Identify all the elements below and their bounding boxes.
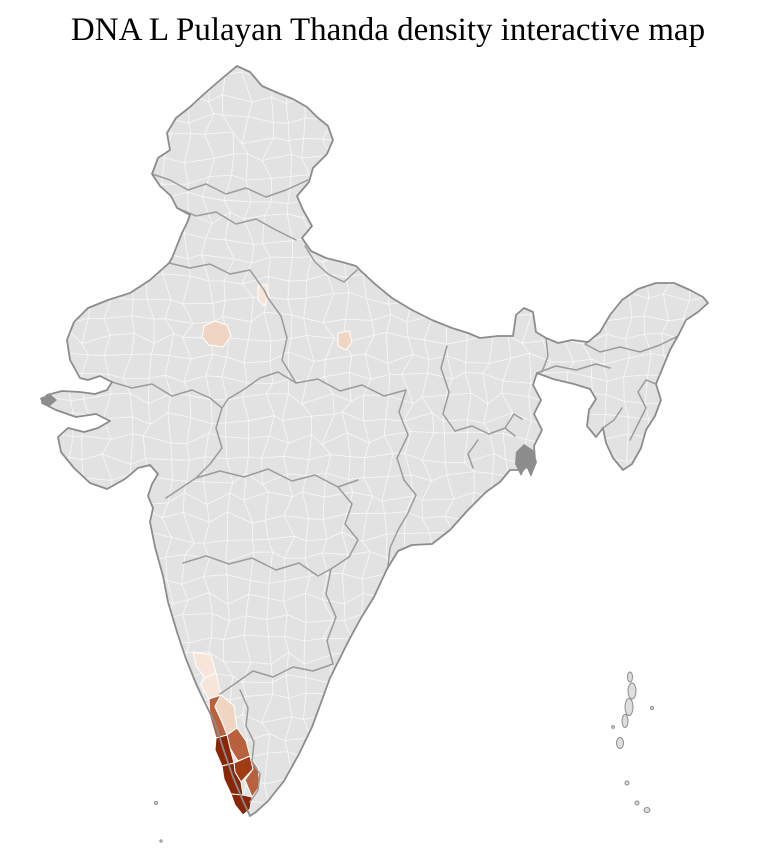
kutch-marsh-patch — [40, 394, 57, 406]
district-north-3[interactable] — [337, 330, 353, 351]
district-north-1[interactable] — [201, 320, 232, 348]
india-landmass[interactable] — [42, 66, 708, 816]
district-north-2[interactable] — [257, 283, 270, 307]
state-boundaries — [111, 173, 679, 803]
page-title: DNA L Pulayan Thanda density interactive… — [70, 12, 706, 48]
sundarbans-delta — [515, 444, 537, 477]
lakshadweep-islands[interactable] — [154, 801, 163, 843]
andaman-nicobar-islands[interactable] — [611, 671, 655, 813]
